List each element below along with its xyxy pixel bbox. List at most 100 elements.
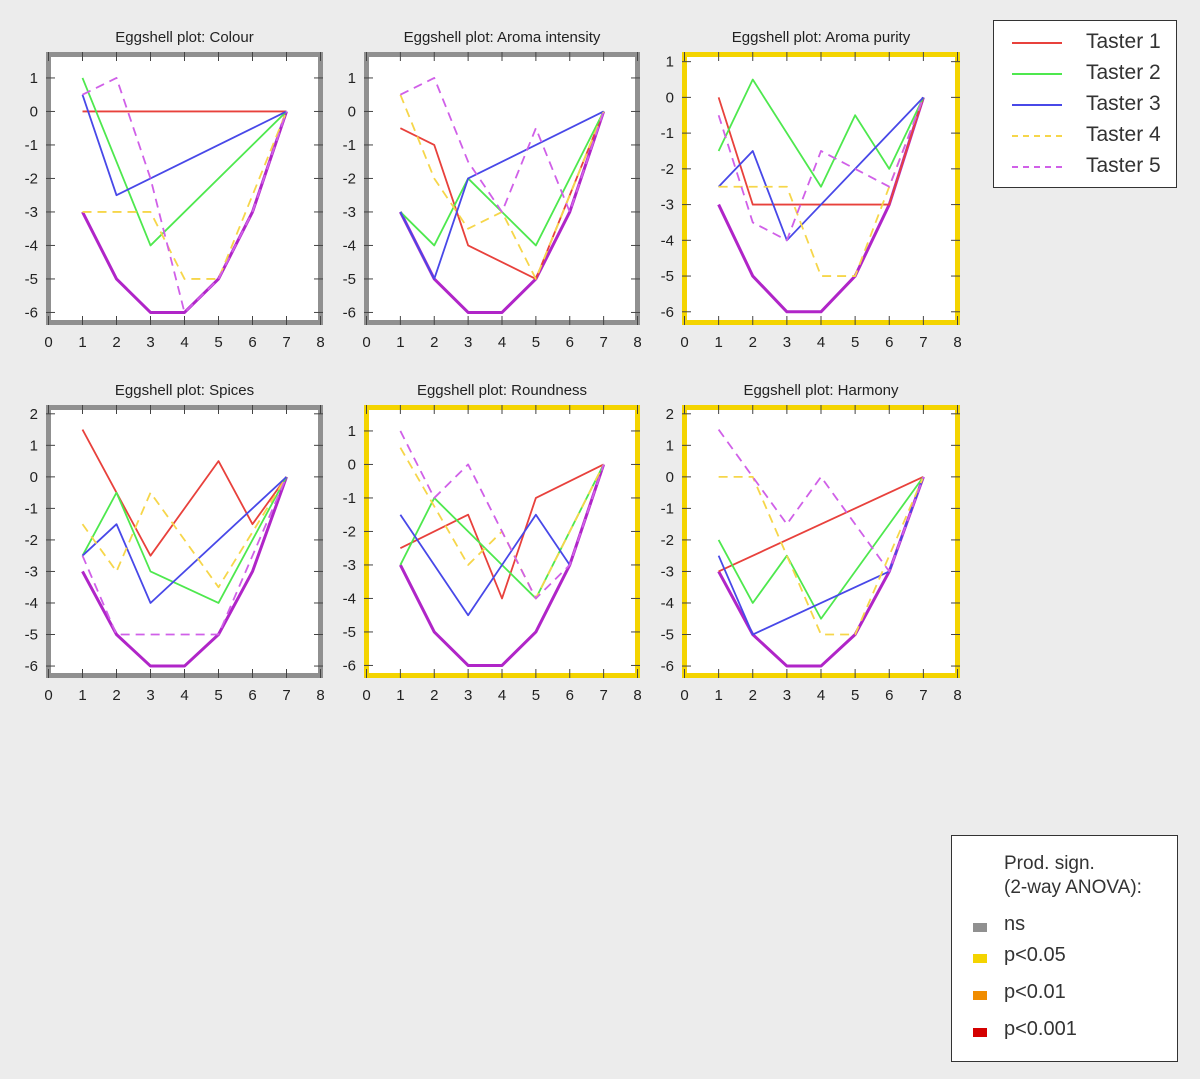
chart-panel: Eggshell plot: Harmony 2 1 0 -1 -2 -3 -4 -5 -6 0 1 2…	[661, 382, 962, 704]
x-tick-label: 6	[248, 334, 256, 351]
chart-title: Eggshell plot: Harmony	[743, 382, 899, 399]
legend-item-taster-3: Taster 3	[994, 91, 1176, 119]
y-tick-label: 0	[666, 469, 674, 486]
eggshell-envelope	[81, 476, 288, 668]
y-tick-label: -2	[25, 170, 38, 187]
y-tick-label: 2	[666, 406, 674, 423]
series-line-taster-5	[81, 476, 288, 636]
significance-title-line-1: Prod. sign.	[1004, 853, 1095, 874]
y-tick-label: 1	[348, 423, 356, 440]
x-tick-label: 0	[44, 687, 52, 704]
series-line-taster-5	[82, 77, 288, 314]
x-tick-label: 0	[680, 687, 688, 704]
series-line-taster-1	[718, 476, 924, 573]
y-tick-label: -4	[661, 595, 674, 612]
y-tick-label: 1	[666, 54, 674, 71]
y-tick-label: 1	[30, 437, 38, 454]
y-tick-label: -5	[25, 627, 38, 644]
x-tick-label: 5	[214, 687, 222, 704]
chart-title: Eggshell plot: Aroma purity	[732, 29, 911, 46]
y-tick-label: -6	[661, 658, 674, 675]
x-tick-label: 1	[714, 334, 722, 351]
significance-swatch	[973, 991, 987, 1000]
x-tick-label: 5	[532, 687, 540, 704]
series-line-taster-3	[717, 476, 925, 636]
x-tick-label: 1	[396, 334, 404, 351]
chart-panel: Eggshell plot: Colour 1 0 -1 -2 -3 -4 -5 -6 0 1 2 3 4…	[25, 29, 325, 351]
x-tick-label: 7	[919, 334, 927, 351]
x-tick-label: 7	[282, 687, 290, 704]
y-tick-label: -2	[343, 523, 356, 540]
x-tick-label: 6	[885, 334, 893, 351]
y-tick-label: -5	[661, 627, 674, 644]
legend-label: Taster 1	[1086, 30, 1161, 53]
legend-item-taster-2: Taster 2	[994, 60, 1176, 88]
x-tick-label: 5	[532, 334, 540, 351]
x-tick-label: 6	[566, 687, 574, 704]
plot-area	[364, 52, 640, 325]
y-tick-label: 0	[30, 469, 38, 486]
x-tick-label: 3	[783, 334, 791, 351]
x-tick-label: 0	[44, 334, 52, 351]
plot-area	[46, 405, 323, 678]
significance-item-ns: ns	[952, 911, 1177, 941]
significance-item-p01: p<0.01	[952, 979, 1177, 1009]
x-tick-label: 4	[498, 334, 506, 351]
series-line-taster-4	[718, 475, 925, 636]
legend-swatch	[1012, 166, 1062, 168]
y-tick-label: -1	[25, 137, 38, 154]
series-line-taster-4	[81, 476, 288, 589]
y-tick-label: 0	[666, 89, 674, 106]
y-tick-label: -2	[25, 532, 38, 549]
x-tick-label: 2	[749, 334, 757, 351]
x-tick-label: 2	[430, 687, 438, 704]
chart-panel: Eggshell plot: Aroma purity 1 0 -1 -2 -3 -4 -5 -…	[661, 29, 962, 351]
y-tick-label: -6	[343, 657, 356, 674]
x-tick-label: 4	[180, 687, 188, 704]
series-line-taster-3	[399, 110, 605, 280]
series-line-taster-5	[717, 429, 925, 573]
y-tick-label: -5	[661, 268, 674, 285]
x-tick-label: 3	[464, 687, 472, 704]
legend-label: Taster 3	[1086, 92, 1161, 115]
series-line-taster-2	[81, 77, 288, 247]
significance-swatch	[973, 923, 987, 932]
series-line-taster-5	[399, 77, 605, 213]
x-tick-label: 4	[180, 334, 188, 351]
x-tick-label: 7	[282, 334, 290, 351]
y-tick-label: -3	[661, 563, 674, 580]
plot-area	[682, 405, 960, 678]
significance-legend-title: Prod. sign. (2-way ANOVA):	[1004, 852, 1174, 900]
legend-label: Taster 5	[1086, 154, 1161, 177]
x-tick-label: 8	[953, 334, 961, 351]
x-tick-label: 2	[430, 334, 438, 351]
series-line-taster-5	[399, 430, 605, 600]
y-tick-label: -2	[343, 170, 356, 187]
x-tick-label: 4	[498, 687, 506, 704]
x-tick-label: 0	[362, 687, 370, 704]
y-tick-label: -6	[661, 304, 674, 321]
y-tick-label: 2	[30, 406, 38, 423]
y-tick-label: -5	[343, 624, 356, 641]
legend-swatch	[1012, 42, 1062, 44]
x-tick-label: 3	[464, 334, 472, 351]
significance-label: p<0.001	[1004, 1018, 1077, 1040]
y-tick-label: -5	[25, 271, 38, 288]
legend-swatch	[1012, 73, 1062, 75]
significance-swatch	[973, 954, 987, 963]
y-tick-label: 1	[30, 70, 38, 87]
y-tick-label: -6	[25, 304, 38, 321]
y-tick-label: -4	[661, 232, 674, 249]
plot-area	[682, 52, 960, 325]
x-tick-label: 3	[146, 334, 154, 351]
x-tick-label: 1	[78, 687, 86, 704]
x-tick-label: 7	[919, 687, 927, 704]
chart-title: Eggshell plot: Colour	[115, 29, 253, 46]
series-line-taster-1	[399, 111, 605, 280]
chart-panel: Eggshell plot: Aroma intensity 1 0 -1 -2 -3 -4…	[343, 29, 642, 351]
y-tick-label: -1	[25, 500, 38, 517]
significance-label: ns	[1004, 913, 1026, 935]
y-tick-label: 1	[348, 70, 356, 87]
legend-swatch	[1012, 104, 1062, 106]
